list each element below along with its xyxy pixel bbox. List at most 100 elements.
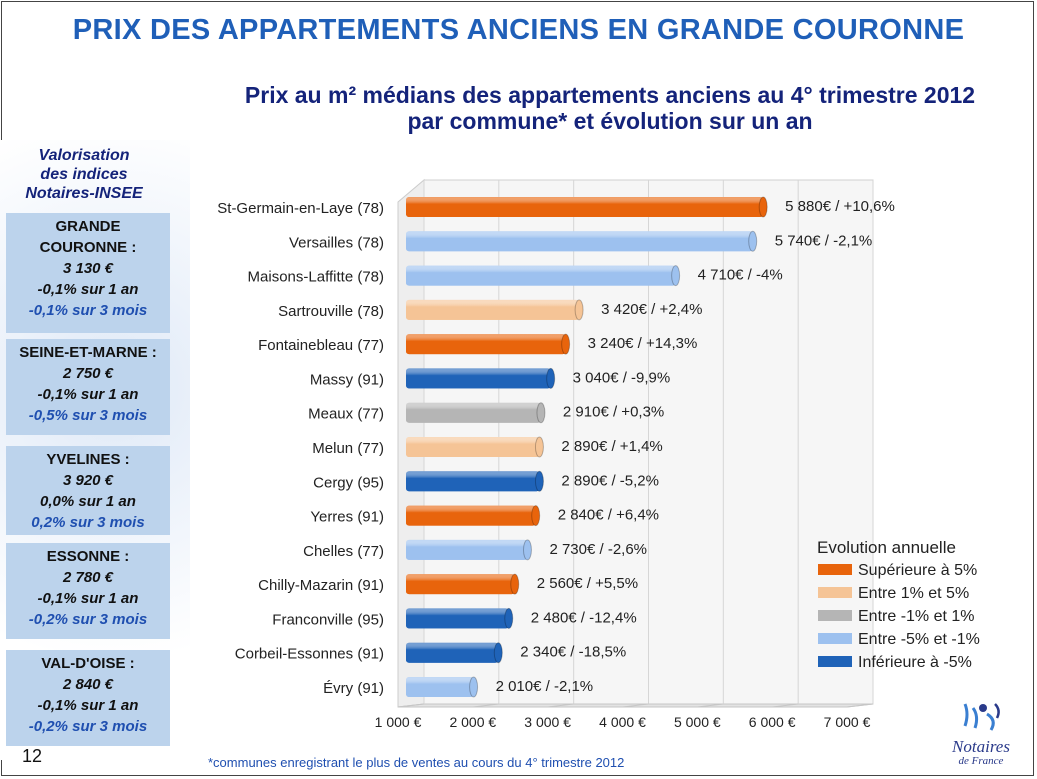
card-grande-couronne: GRANDE COURONNE : 3 130 € -0,1% sur 1 an… <box>6 213 170 333</box>
card-name: YVELINES : <box>46 451 130 468</box>
footnote: *communes enregistrant le plus de ventes… <box>208 755 625 770</box>
category-label: Chelles (77) <box>303 543 384 560</box>
legend-swatch <box>818 610 852 621</box>
bar-highlight <box>406 368 551 389</box>
x-floor-gridline <box>547 703 574 708</box>
data-label: 2 910€ / +0,3% <box>563 404 664 421</box>
card-essonne: ESSONNE : 2 780 € -0,1% sur 1 an -0,2% s… <box>6 543 170 639</box>
bar-highlight <box>406 197 764 217</box>
bar-end-cap <box>561 333 571 355</box>
card-year-change: -0,1% sur 1 an <box>37 590 139 607</box>
bar-end-cap <box>534 470 544 492</box>
bar-end-cap <box>536 402 546 424</box>
x-floor-gridline <box>622 703 649 708</box>
x-tick-label: 4 000 € <box>599 714 646 730</box>
bar-end-cap <box>510 573 520 595</box>
data-label: 3 240€ / +14,3% <box>588 335 698 352</box>
x-tick-label: 3 000 € <box>524 714 571 730</box>
x-tick-label: 6 000 € <box>749 714 796 730</box>
x-floor-gridline <box>397 703 425 708</box>
bar-highlight <box>406 642 499 663</box>
valorisation-title: Valorisation des indices Notaires-INSEE <box>6 146 162 203</box>
legend-entry: Inférieure à -5% <box>858 654 972 671</box>
x-tick-label: 7 000 € <box>824 714 871 730</box>
card-name: VAL-D'OISE : <box>41 655 135 672</box>
bar-highlight <box>406 402 541 423</box>
notaires-logo: Notaires de France <box>938 698 1024 767</box>
x-floor-gridline <box>472 703 499 708</box>
subtitle-line-1: Prix au m² médians des appartements anci… <box>244 82 976 108</box>
category-label: Maisons-Laffitte (78) <box>248 269 384 286</box>
bar-end-cap <box>522 539 532 561</box>
card-price: 2 780 € <box>62 569 114 586</box>
bar-end-cap <box>534 436 544 458</box>
logo-sub: de France <box>958 755 1004 767</box>
legend-title: Evolution annuelle <box>817 538 956 557</box>
data-label: 2 560€ / +5,5% <box>537 575 638 592</box>
category-label: St-Germain-en-Laye (78) <box>217 200 384 217</box>
card-price: 3 130 € <box>62 260 114 277</box>
card-price: 2 840 € <box>62 676 114 693</box>
bar-highlight <box>406 334 566 355</box>
category-label: Fontainebleau (77) <box>258 337 384 354</box>
bar-end-cap <box>469 676 479 698</box>
card-val-doise: VAL-D'OISE : 2 840 € -0,1% sur 1 an -0,2… <box>6 650 170 746</box>
chart-subtitle: Prix au m² médians des appartements anci… <box>110 82 1037 134</box>
category-label: Melun (77) <box>312 440 384 457</box>
bar-end-cap <box>546 367 556 389</box>
subtitle-line-2: par commune* et évolution sur un an <box>407 108 813 134</box>
card-quarter-change: -0,2% sur 3 mois <box>28 611 148 628</box>
bar-highlight <box>406 677 474 697</box>
card-quarter-change: -0,5% sur 3 mois <box>28 407 148 424</box>
card-quarter-change: -0,1% sur 3 mois <box>28 302 148 319</box>
page-number: 12 <box>22 746 43 766</box>
card-year-change: 0,0% sur 1 an <box>40 493 136 510</box>
data-label: 2 480€ / -12,4% <box>531 609 637 626</box>
data-label: 2 010€ / -2,1% <box>496 678 594 695</box>
card-quarter-change: -0,2% sur 3 mois <box>28 718 148 735</box>
card-seine-et-marne: SEINE-ET-MARNE : 2 750 € -0,1% sur 1 an … <box>6 339 170 435</box>
bar-end-cap <box>671 265 681 287</box>
x-tick-label: 1 000 € <box>375 714 422 730</box>
notaires-de-france-logo-icon <box>963 703 1000 731</box>
category-label: Cergy (95) <box>313 474 384 491</box>
category-label: Corbeil-Essonnes (91) <box>235 646 384 663</box>
legend-swatch <box>818 587 852 598</box>
card-name: SEINE-ET-MARNE : <box>19 344 157 361</box>
legend-swatch <box>818 564 852 575</box>
data-label: 4 710€ / -4% <box>698 267 783 284</box>
category-label: Franconville (95) <box>272 611 384 628</box>
card-name: COURONNE : <box>39 239 137 256</box>
data-label: 2 730€ / -2,6% <box>549 541 647 558</box>
x-floor-gridline <box>772 703 799 708</box>
bar-end-cap <box>531 505 541 527</box>
legend-entry: Supérieure à 5% <box>858 562 977 579</box>
logo-name: Notaires <box>952 737 1010 756</box>
card-year-change: -0,1% sur 1 an <box>37 697 139 714</box>
x-floor-gridline <box>697 703 724 708</box>
data-label: 2 890€ / -5,2% <box>561 472 659 489</box>
category-label: Chilly-Mazarin (91) <box>258 577 384 594</box>
bar-end-cap <box>574 299 584 321</box>
bar-end-cap <box>504 607 514 629</box>
card-price: 2 750 € <box>62 365 114 382</box>
legend-entry: Entre 1% et 5% <box>858 585 969 602</box>
category-label: Sartrouville (78) <box>278 303 384 320</box>
valorisation-line: Valorisation <box>38 147 130 164</box>
bar-end-cap <box>758 196 768 218</box>
bar-highlight <box>406 574 515 595</box>
data-label: 2 840€ / +6,4% <box>558 507 659 524</box>
bar-highlight <box>406 539 528 560</box>
card-price: 3 920 € <box>62 472 114 489</box>
card-year-change: -0,1% sur 1 an <box>37 386 139 403</box>
category-label: Massy (91) <box>310 371 384 388</box>
card-yvelines: YVELINES : 3 920 € 0,0% sur 1 an 0,2% su… <box>6 446 170 535</box>
bar-end-cap <box>748 230 758 252</box>
legend-swatch <box>818 656 852 667</box>
data-label: 3 420€ / +2,4% <box>601 301 702 318</box>
legend-entry: Entre -1% et 1% <box>858 608 975 625</box>
category-label: Versailles (78) <box>289 234 384 251</box>
bar-highlight <box>406 299 580 320</box>
data-label: 5 880€ / +10,6% <box>785 198 895 215</box>
legend-swatch <box>818 633 852 644</box>
